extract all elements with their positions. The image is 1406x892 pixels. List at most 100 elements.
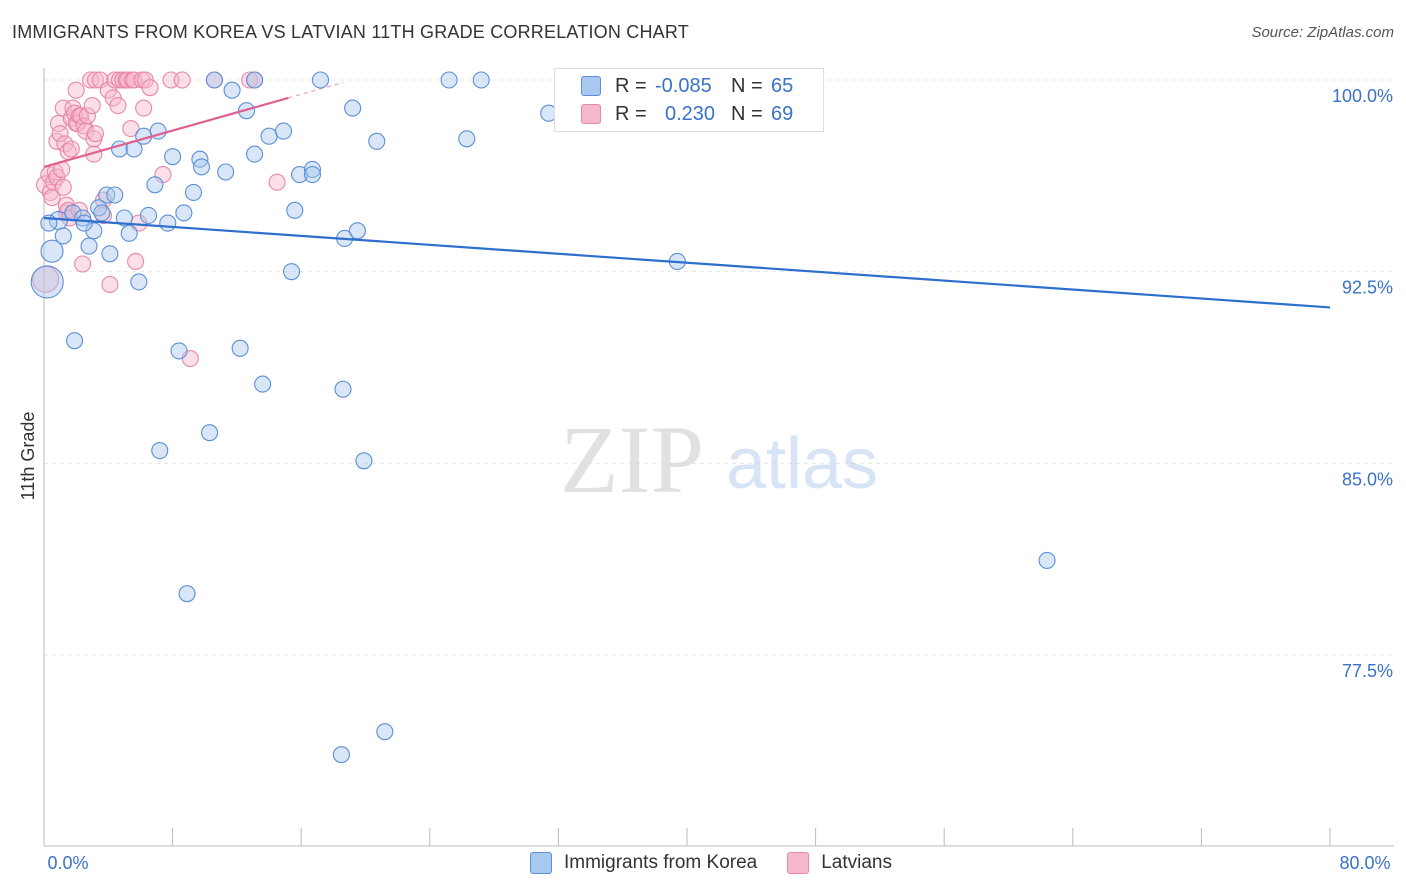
legend-swatch-korea [581, 76, 601, 96]
latvian-point [141, 79, 159, 97]
legend-item-latvians[interactable]: Latvians [787, 852, 892, 874]
legend-r-value: 0.230 [665, 102, 716, 125]
latvian-point [268, 173, 286, 191]
latvian-point [72, 107, 90, 125]
korea-point [472, 71, 490, 89]
legend-r-label: R = [615, 74, 647, 97]
korea-point [65, 332, 84, 350]
korea-trend-line [43, 216, 1331, 309]
gridlines [44, 79, 1394, 656]
korea-point [286, 201, 304, 219]
korea-point [376, 723, 394, 741]
korea-point [90, 199, 108, 217]
korea-point [170, 342, 188, 360]
korea-point [93, 204, 111, 222]
latvian-point [86, 71, 104, 89]
chart-title: IMMIGRANTS FROM KOREA VS LATVIAN 11TH GR… [12, 22, 689, 42]
korea-point [205, 71, 223, 89]
x-tick-label: 0.0% [47, 853, 88, 873]
latvian-point [122, 120, 140, 138]
korea-point [254, 375, 272, 393]
korea-point [334, 380, 352, 398]
legend-n-label: N = [731, 102, 763, 125]
legend-swatch-korea [530, 852, 552, 874]
korea-point [175, 204, 193, 222]
legend-r-label: R = [615, 102, 647, 125]
latvian-point [62, 140, 80, 158]
latvian-point [78, 107, 96, 125]
korea-point [368, 132, 386, 150]
latvian-trend-line [43, 96, 289, 168]
legend-label-latvians: Latvians [821, 852, 893, 873]
korea-point [458, 130, 476, 148]
latvian-point [135, 99, 153, 117]
legend-row-latvians: R = 0.230 N = 69 [581, 101, 793, 127]
korea-point [332, 746, 350, 764]
korea-point [120, 224, 138, 242]
korea-point [101, 245, 119, 263]
korea-point [246, 71, 264, 89]
latvian-point [86, 125, 104, 143]
legend-label-korea: Immigrants from Korea [564, 852, 758, 873]
latvian-point [82, 71, 100, 89]
legend-r-value: -0.085 [655, 74, 712, 97]
korea-point [184, 183, 203, 201]
korea-point [164, 148, 182, 166]
korea-point [217, 163, 235, 181]
korea-point [80, 237, 98, 255]
watermark-atlas: atlas [726, 424, 878, 504]
korea-point [355, 452, 373, 470]
legend-swatch-latvians [581, 104, 601, 124]
axes [43, 68, 1394, 847]
y-tick-label: 100.0% [1332, 86, 1393, 106]
korea-point [106, 186, 124, 204]
korea-point [260, 127, 278, 145]
korea-point [139, 206, 158, 224]
latvian-point [54, 178, 72, 196]
korea-point [75, 214, 93, 232]
korea-point [178, 585, 196, 603]
korea-point [311, 71, 330, 89]
x-tick-label: 80.0% [1339, 853, 1390, 873]
legend-item-korea[interactable]: Immigrants from Korea [530, 852, 757, 874]
latvian-point [241, 71, 259, 89]
y-tick-label: 77.5% [1342, 661, 1393, 681]
korea-point [130, 273, 148, 291]
korea-point [40, 239, 64, 263]
korea-point [159, 214, 177, 232]
legend-swatch-latvians [787, 852, 810, 874]
korea-point [291, 166, 309, 184]
source-credit: Source: ZipAtlas.com [1251, 24, 1394, 41]
latvian-trend-extension [288, 81, 344, 99]
korea-point [303, 166, 322, 184]
korea-point [231, 339, 249, 357]
korea-point [246, 145, 264, 163]
korea-point [303, 160, 322, 178]
correlation-legend: R = -0.085 N = 65 R = 0.230 N = 69 [554, 68, 824, 132]
korea-point [274, 122, 293, 140]
y-tick-label: 85.0% [1342, 469, 1393, 489]
latvian-point [119, 71, 137, 89]
latvian-point [109, 97, 127, 115]
data-points [30, 71, 1056, 764]
latvian-point [51, 125, 69, 143]
korea-point [344, 99, 362, 117]
korea-point [192, 158, 211, 176]
latvian-point [127, 252, 145, 270]
korea-point [283, 263, 301, 281]
korea-point [223, 81, 241, 99]
latvian-point [101, 275, 119, 293]
korea-point [440, 71, 458, 89]
korea-point [146, 176, 164, 194]
latvian-point [67, 81, 85, 99]
korea-point [348, 222, 367, 240]
korea-point [54, 227, 72, 245]
legend-n-value: 69 [771, 102, 794, 125]
legend-row-korea: R = -0.085 N = 65 [581, 73, 793, 99]
watermark-zip: ZIP [560, 406, 704, 513]
korea-point [1038, 551, 1056, 569]
y-axis-title: 11th Grade [18, 412, 38, 501]
trend-lines [43, 81, 1331, 309]
latvian-point [83, 97, 101, 115]
